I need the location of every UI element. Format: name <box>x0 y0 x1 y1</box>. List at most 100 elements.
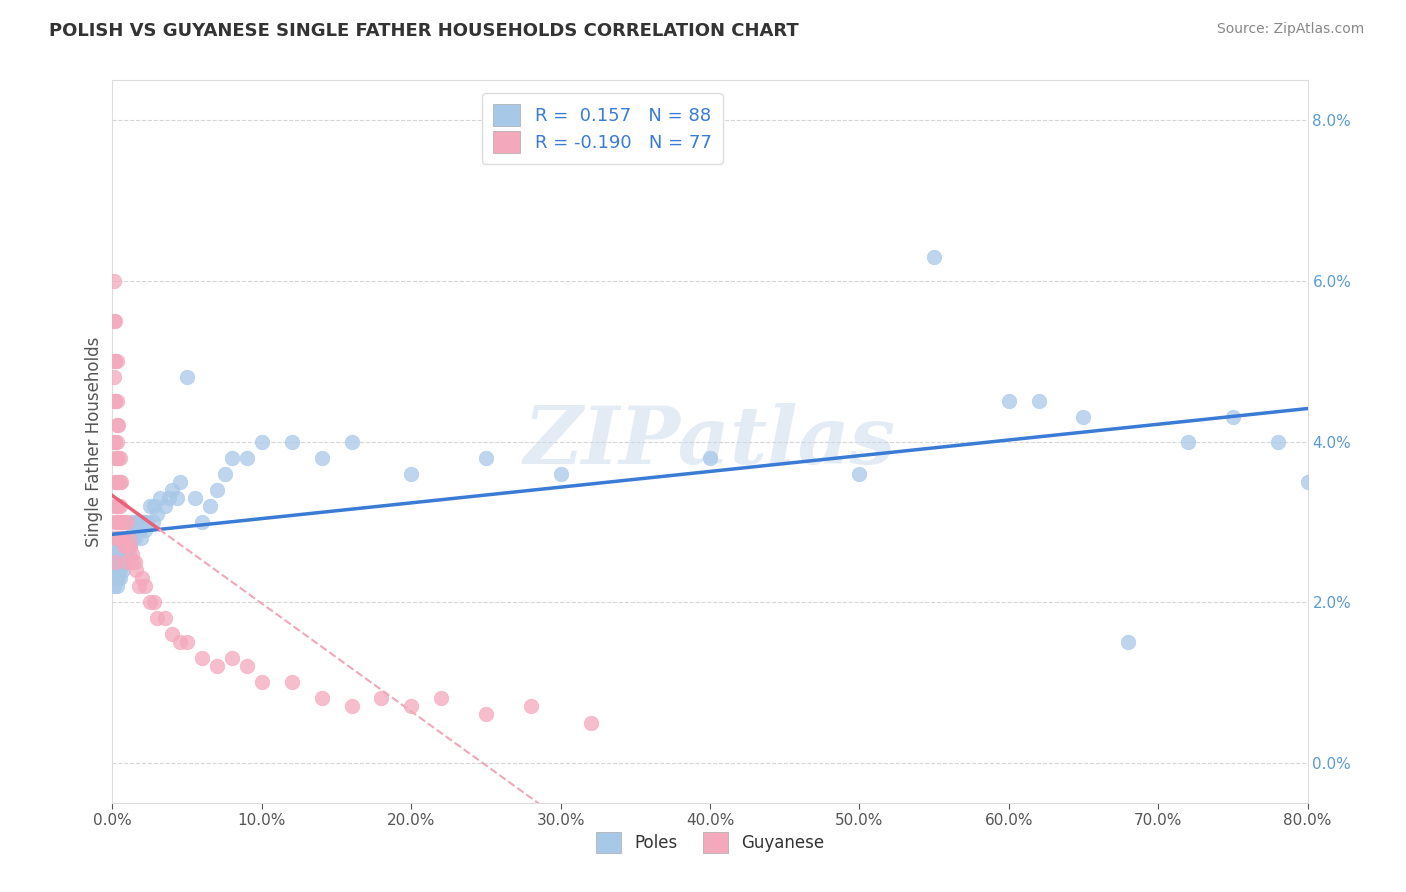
Point <box>142 515 165 529</box>
Point <box>111 563 134 577</box>
Point <box>127 515 149 529</box>
Point <box>370 691 392 706</box>
Point <box>110 547 132 561</box>
Point <box>110 515 132 529</box>
Point <box>117 539 139 553</box>
Point <box>120 539 142 553</box>
Point <box>162 627 183 641</box>
Point <box>107 547 129 561</box>
Point <box>129 531 152 545</box>
Point <box>104 475 127 489</box>
Point <box>146 507 169 521</box>
Point <box>250 434 273 449</box>
Point <box>117 531 139 545</box>
Point <box>103 314 125 328</box>
Point <box>998 394 1021 409</box>
Point <box>108 475 131 489</box>
Point <box>103 394 125 409</box>
Point <box>108 450 131 465</box>
Text: POLISH VS GUYANESE SINGLE FATHER HOUSEHOLDS CORRELATION CHART: POLISH VS GUYANESE SINGLE FATHER HOUSEHO… <box>49 22 799 40</box>
Point <box>107 531 129 545</box>
Point <box>430 691 453 706</box>
Point <box>214 467 236 481</box>
Point <box>105 394 128 409</box>
Point <box>105 579 128 593</box>
Point <box>107 499 129 513</box>
Point <box>122 555 145 569</box>
Point <box>169 475 191 489</box>
Point <box>191 515 214 529</box>
Point <box>107 539 129 553</box>
Point <box>105 499 128 513</box>
Point <box>579 715 602 730</box>
Point <box>1267 434 1289 449</box>
Point <box>107 571 129 585</box>
Point <box>340 434 363 449</box>
Point <box>115 531 138 545</box>
Point <box>105 450 128 465</box>
Point <box>105 354 128 368</box>
Point <box>1118 635 1140 649</box>
Point <box>550 467 572 481</box>
Point <box>110 475 132 489</box>
Point <box>311 450 333 465</box>
Point <box>143 595 166 609</box>
Point <box>105 475 128 489</box>
Point <box>1222 410 1244 425</box>
Point <box>340 699 363 714</box>
Point <box>198 499 221 513</box>
Point <box>114 515 135 529</box>
Point <box>104 434 127 449</box>
Point <box>250 675 273 690</box>
Point <box>104 571 127 585</box>
Point <box>107 450 129 465</box>
Point <box>134 523 156 537</box>
Point <box>103 579 125 593</box>
Point <box>108 531 131 545</box>
Point <box>114 539 135 553</box>
Point <box>115 555 138 569</box>
Point <box>153 499 176 513</box>
Legend: Poles, Guyanese: Poles, Guyanese <box>589 826 831 860</box>
Point <box>103 434 125 449</box>
Point <box>281 675 304 690</box>
Point <box>120 539 142 553</box>
Point <box>107 563 129 577</box>
Point <box>162 483 183 497</box>
Point <box>1296 475 1319 489</box>
Point <box>115 539 138 553</box>
Point <box>118 547 141 561</box>
Point <box>105 547 128 561</box>
Point <box>166 491 188 505</box>
Point <box>107 418 129 433</box>
Point <box>117 515 139 529</box>
Point <box>110 539 132 553</box>
Point <box>221 450 243 465</box>
Point <box>205 659 228 673</box>
Point <box>120 531 142 545</box>
Point <box>103 370 125 384</box>
Point <box>104 515 127 529</box>
Point <box>103 555 125 569</box>
Point <box>105 515 128 529</box>
Point <box>176 370 198 384</box>
Point <box>236 450 259 465</box>
Point <box>125 515 148 529</box>
Point <box>118 531 141 545</box>
Point <box>117 539 139 553</box>
Point <box>103 274 125 288</box>
Point <box>134 579 156 593</box>
Point <box>128 523 150 537</box>
Text: ZIPatlas: ZIPatlas <box>524 403 896 480</box>
Point <box>111 515 134 529</box>
Point <box>108 539 131 553</box>
Point <box>848 467 870 481</box>
Point <box>135 515 157 529</box>
Point <box>699 450 721 465</box>
Point <box>104 475 127 489</box>
Point <box>114 555 135 569</box>
Point <box>114 547 135 561</box>
Point <box>922 250 945 264</box>
Point <box>124 555 146 569</box>
Point <box>107 515 129 529</box>
